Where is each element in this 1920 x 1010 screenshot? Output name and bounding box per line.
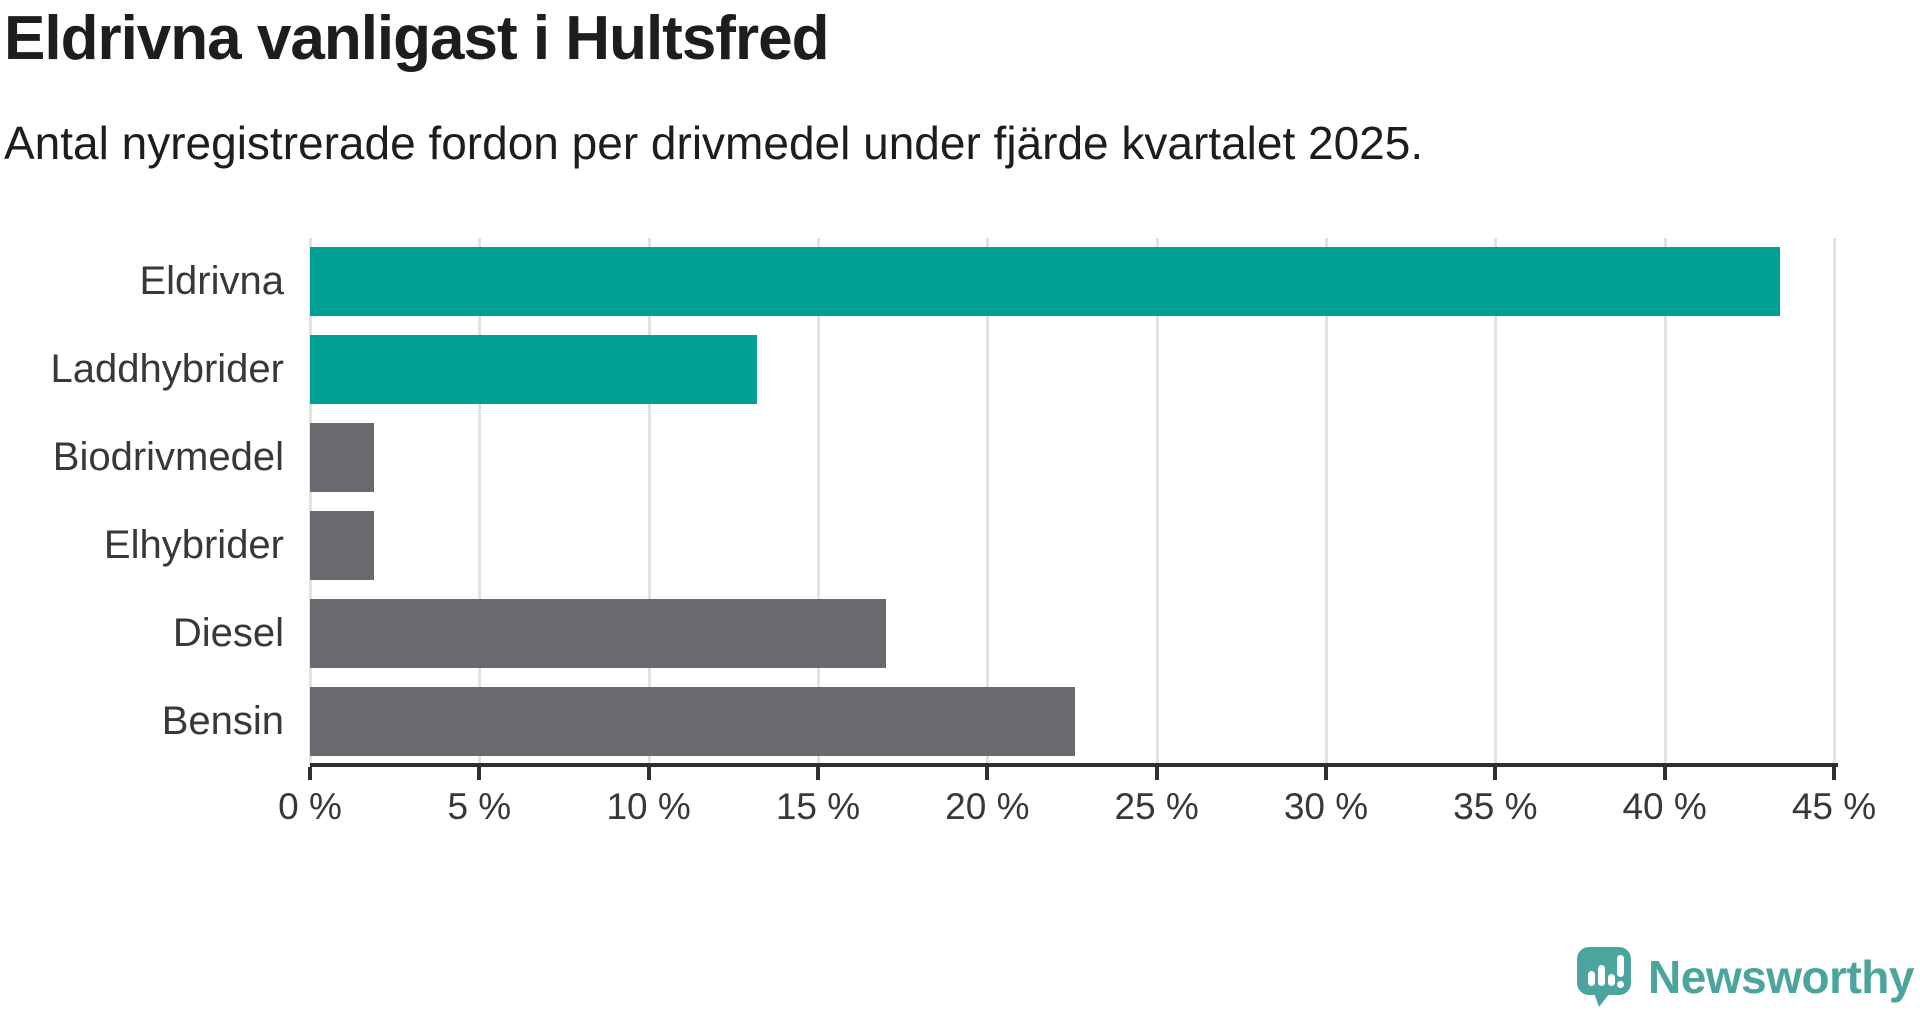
tick-mark-45 <box>1832 767 1836 780</box>
category-label-bensin: Bensin <box>161 698 284 743</box>
tick-mark-10 <box>646 767 651 780</box>
chart-title: Eldrivna vanligast i Hultsfred <box>4 4 829 73</box>
bar-biodrivmedel <box>310 423 375 493</box>
tick-label-40: 40 % <box>1622 786 1707 827</box>
bar-laddhybrider <box>310 335 758 405</box>
category-label-diesel: Diesel <box>172 610 284 655</box>
newsworthy-wordmark: Newsworthy <box>1648 951 1914 1003</box>
tick-label-35: 35 % <box>1453 786 1538 827</box>
tick-mark-0 <box>308 767 312 780</box>
category-label-biodrivmedel: Biodrivmedel <box>52 435 284 480</box>
newsworthy-logo-icon <box>1577 947 1632 1007</box>
tick-label-45: 45 % <box>1791 786 1877 827</box>
gridline-40 <box>1663 238 1667 765</box>
tick-label-10: 10 % <box>606 786 691 827</box>
bar-diesel <box>310 598 886 668</box>
gridline-20 <box>986 238 990 765</box>
bar-eldrivna <box>310 247 1780 317</box>
category-label-eldrivna: Eldrivna <box>139 259 284 304</box>
tick-mark-25 <box>1154 767 1159 780</box>
bar-bensin <box>310 686 1076 756</box>
category-label-laddhybrider: Laddhybrider <box>50 347 285 392</box>
newsworthy-branding: Newsworthy <box>1576 947 1914 1007</box>
tick-label-25: 25 % <box>1114 786 1199 827</box>
x-axis-line <box>310 763 1838 767</box>
tick-label-5: 5 % <box>447 786 512 827</box>
y-axis-labels: Eldrivna Laddhybrider Biodrivmedel Elhybrid… <box>0 238 285 765</box>
bar-elhybrider <box>310 510 375 580</box>
gridline-25 <box>1155 238 1159 765</box>
tick-label-0: 0 % <box>278 786 342 827</box>
gridline-0 <box>309 238 312 765</box>
gridline-45 <box>1833 238 1836 765</box>
gridline-15 <box>817 238 820 765</box>
tick-mark-40 <box>1662 767 1667 780</box>
gridline-5 <box>478 238 482 765</box>
gridline-35 <box>1494 238 1498 765</box>
tick-label-20: 20 % <box>945 786 1030 827</box>
gridline-30 <box>1325 238 1328 765</box>
gridline-10 <box>647 238 651 765</box>
tick-mark-30 <box>1324 767 1328 780</box>
plot-area <box>309 238 1836 765</box>
chart-subtitle: Antal nyregistrerade fordon per drivmede… <box>4 117 1424 169</box>
category-label-elhybrider: Elhybrider <box>103 522 284 567</box>
tick-mark-5 <box>477 767 482 780</box>
tick-mark-15 <box>816 767 820 780</box>
tick-label-30: 30 % <box>1283 786 1369 827</box>
tick-label-15: 15 % <box>775 786 861 827</box>
tick-mark-20 <box>985 767 990 780</box>
tick-mark-35 <box>1493 767 1498 780</box>
